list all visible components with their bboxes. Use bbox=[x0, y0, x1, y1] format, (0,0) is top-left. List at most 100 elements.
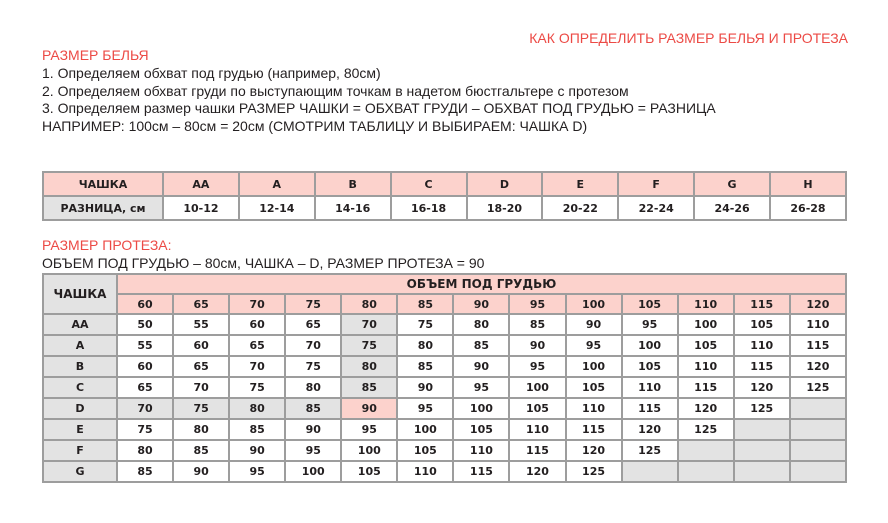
prosthesis-example: ОБЪЕМ ПОД ГРУДЬЮ – 80см, ЧАШКА – D, РАЗМ… bbox=[42, 255, 485, 271]
prosthesis-size-cell: 95 bbox=[340, 418, 399, 441]
prosthesis-size-cell: 70 bbox=[340, 313, 399, 336]
prosthesis-size-cell: 85 bbox=[508, 313, 567, 336]
prosthesis-size-cell: 115 bbox=[732, 355, 791, 378]
empty-cell bbox=[788, 460, 848, 483]
difference-cell: 18-20 bbox=[465, 195, 544, 221]
prosthesis-size-cell: 120 bbox=[732, 376, 791, 399]
page-title: КАК ОПРЕДЕЛИТЬ РАЗМЕР БЕЛЬЯ И ПРОТЕЗА bbox=[529, 30, 848, 46]
underbust-header-cell: 65 bbox=[172, 293, 231, 315]
prosthesis-size-cell: 80 bbox=[284, 376, 343, 399]
cup-cell: B bbox=[313, 171, 392, 197]
prosthesis-size-cell: 60 bbox=[172, 334, 231, 357]
prosthesis-size-cell: 95 bbox=[396, 397, 455, 420]
prosthesis-size-cell: 105 bbox=[564, 376, 623, 399]
prosthesis-size-cell: 90 bbox=[340, 397, 399, 420]
prosthesis-size-cell: 85 bbox=[115, 460, 175, 483]
prosthesis-size-cell: 110 bbox=[620, 376, 679, 399]
prosthesis-size-cell: 70 bbox=[115, 397, 175, 420]
corner-cup-label: ЧАШКА bbox=[42, 273, 118, 315]
table-row: B 60 65 70 75 80 85 90 95 100 105 110 115 120 bbox=[42, 355, 848, 378]
difference-cell: 20-22 bbox=[541, 195, 620, 221]
prosthesis-size-cell: 90 bbox=[508, 334, 567, 357]
prosthesis-size-cell: 85 bbox=[452, 334, 511, 357]
empty-cell bbox=[788, 397, 848, 420]
cup-size-table: ЧАШКА AA A B C D E F G H РАЗНИЦА, см 10-12 12-14 14-… bbox=[42, 171, 847, 221]
section-heading-prosthesis: РАЗМЕР ПРОТЕЗА: bbox=[42, 237, 172, 253]
prosthesis-size-cell: 90 bbox=[284, 418, 343, 441]
prosthesis-size-cell: 65 bbox=[115, 376, 175, 399]
row-cup-label: E bbox=[42, 418, 118, 441]
prosthesis-size-cell: 60 bbox=[228, 313, 287, 336]
underbust-header-cell: 85 bbox=[396, 293, 455, 315]
underbust-header-cell: 105 bbox=[620, 293, 679, 315]
prosthesis-size-cell: 115 bbox=[676, 376, 735, 399]
prosthesis-size-cell: 105 bbox=[340, 460, 399, 483]
prosthesis-size-cell: 100 bbox=[340, 439, 399, 462]
prosthesis-size-cell: 75 bbox=[115, 418, 175, 441]
table-row: D 70 75 80 85 90 95 100 105 110 115 120 125 bbox=[42, 397, 848, 420]
row-cup-label: F bbox=[42, 439, 118, 462]
empty-cell bbox=[676, 439, 735, 462]
table-row: AA 50 55 60 65 70 75 80 85 90 95 100 105 110 bbox=[42, 313, 848, 336]
prosthesis-size-cell: 100 bbox=[284, 460, 343, 483]
table-row: F 80 85 90 95 100 105 110 115 120 125 bbox=[42, 439, 848, 462]
prosthesis-size-cell: 70 bbox=[228, 355, 287, 378]
prosthesis-size-cell: 80 bbox=[396, 334, 455, 357]
prosthesis-size-cell: 90 bbox=[172, 460, 231, 483]
prosthesis-size-cell: 125 bbox=[564, 460, 623, 483]
prosthesis-size-cell: 85 bbox=[340, 376, 399, 399]
prosthesis-size-cell: 105 bbox=[508, 397, 567, 420]
cup-cell: C bbox=[389, 171, 468, 197]
prosthesis-size-cell: 55 bbox=[172, 313, 231, 336]
prosthesis-size-cell: 105 bbox=[620, 355, 679, 378]
prosthesis-size-cell: 115 bbox=[564, 418, 623, 441]
prosthesis-size-cell: 80 bbox=[340, 355, 399, 378]
prosthesis-size-cell: 65 bbox=[172, 355, 231, 378]
prosthesis-size-cell: 55 bbox=[115, 334, 175, 357]
prosthesis-size-cell: 125 bbox=[788, 376, 848, 399]
prosthesis-size-cell: 100 bbox=[396, 418, 455, 441]
underbust-header-cell: 75 bbox=[284, 293, 343, 315]
prosthesis-size-cell: 125 bbox=[732, 397, 791, 420]
table-row: C 65 70 75 80 85 90 95 100 105 110 115 120 125 bbox=[42, 376, 848, 399]
prosthesis-size-cell: 60 bbox=[115, 355, 175, 378]
cup-cell: H bbox=[769, 171, 847, 197]
prosthesis-size-cell: 100 bbox=[564, 355, 623, 378]
cup-cell: G bbox=[693, 171, 771, 197]
underbust-header-cell: 70 bbox=[228, 293, 287, 315]
cup-cell: D bbox=[465, 171, 544, 197]
prosthesis-size-cell: 80 bbox=[452, 313, 511, 336]
prosthesis-size-cell: 110 bbox=[508, 418, 567, 441]
cup-label: ЧАШКА bbox=[42, 171, 164, 197]
underbust-header-cell: 80 bbox=[340, 293, 399, 315]
prosthesis-size-cell: 110 bbox=[396, 460, 455, 483]
row-cup-label: AA bbox=[42, 313, 118, 336]
prosthesis-size-cell: 75 bbox=[396, 313, 455, 336]
prosthesis-size-cell: 95 bbox=[452, 376, 511, 399]
instruction-line: 3. Определяем размер чашки РАЗМЕР ЧАШКИ … bbox=[42, 100, 716, 116]
prosthesis-size-cell: 100 bbox=[508, 376, 567, 399]
underbust-group-header: ОБЪЕМ ПОД ГРУДЬЮ bbox=[116, 273, 847, 295]
prosthesis-size-cell: 95 bbox=[284, 439, 343, 462]
underbust-header-cell: 120 bbox=[788, 293, 848, 315]
row-cup-label: C bbox=[42, 376, 118, 399]
underbust-header-cell: 95 bbox=[508, 293, 567, 315]
empty-cell bbox=[620, 460, 679, 483]
prosthesis-size-cell: 65 bbox=[228, 334, 287, 357]
row-cup-label: B bbox=[42, 355, 118, 378]
prosthesis-size-cell: 75 bbox=[172, 397, 231, 420]
prosthesis-size-cell: 90 bbox=[452, 355, 511, 378]
prosthesis-size-cell: 120 bbox=[620, 418, 679, 441]
prosthesis-size-cell: 85 bbox=[284, 397, 343, 420]
prosthesis-size-cell: 75 bbox=[284, 355, 343, 378]
prosthesis-size-cell: 105 bbox=[676, 334, 735, 357]
cup-cell: F bbox=[617, 171, 696, 197]
prosthesis-size-cell: 50 bbox=[115, 313, 175, 336]
prosthesis-size-cell: 100 bbox=[620, 334, 679, 357]
prosthesis-size-cell: 80 bbox=[115, 439, 175, 462]
prosthesis-size-cell: 65 bbox=[284, 313, 343, 336]
prosthesis-size-cell: 105 bbox=[732, 313, 791, 336]
difference-cell: 12-14 bbox=[237, 195, 316, 221]
prosthesis-size-cell: 110 bbox=[732, 334, 791, 357]
prosthesis-size-cell: 105 bbox=[396, 439, 455, 462]
